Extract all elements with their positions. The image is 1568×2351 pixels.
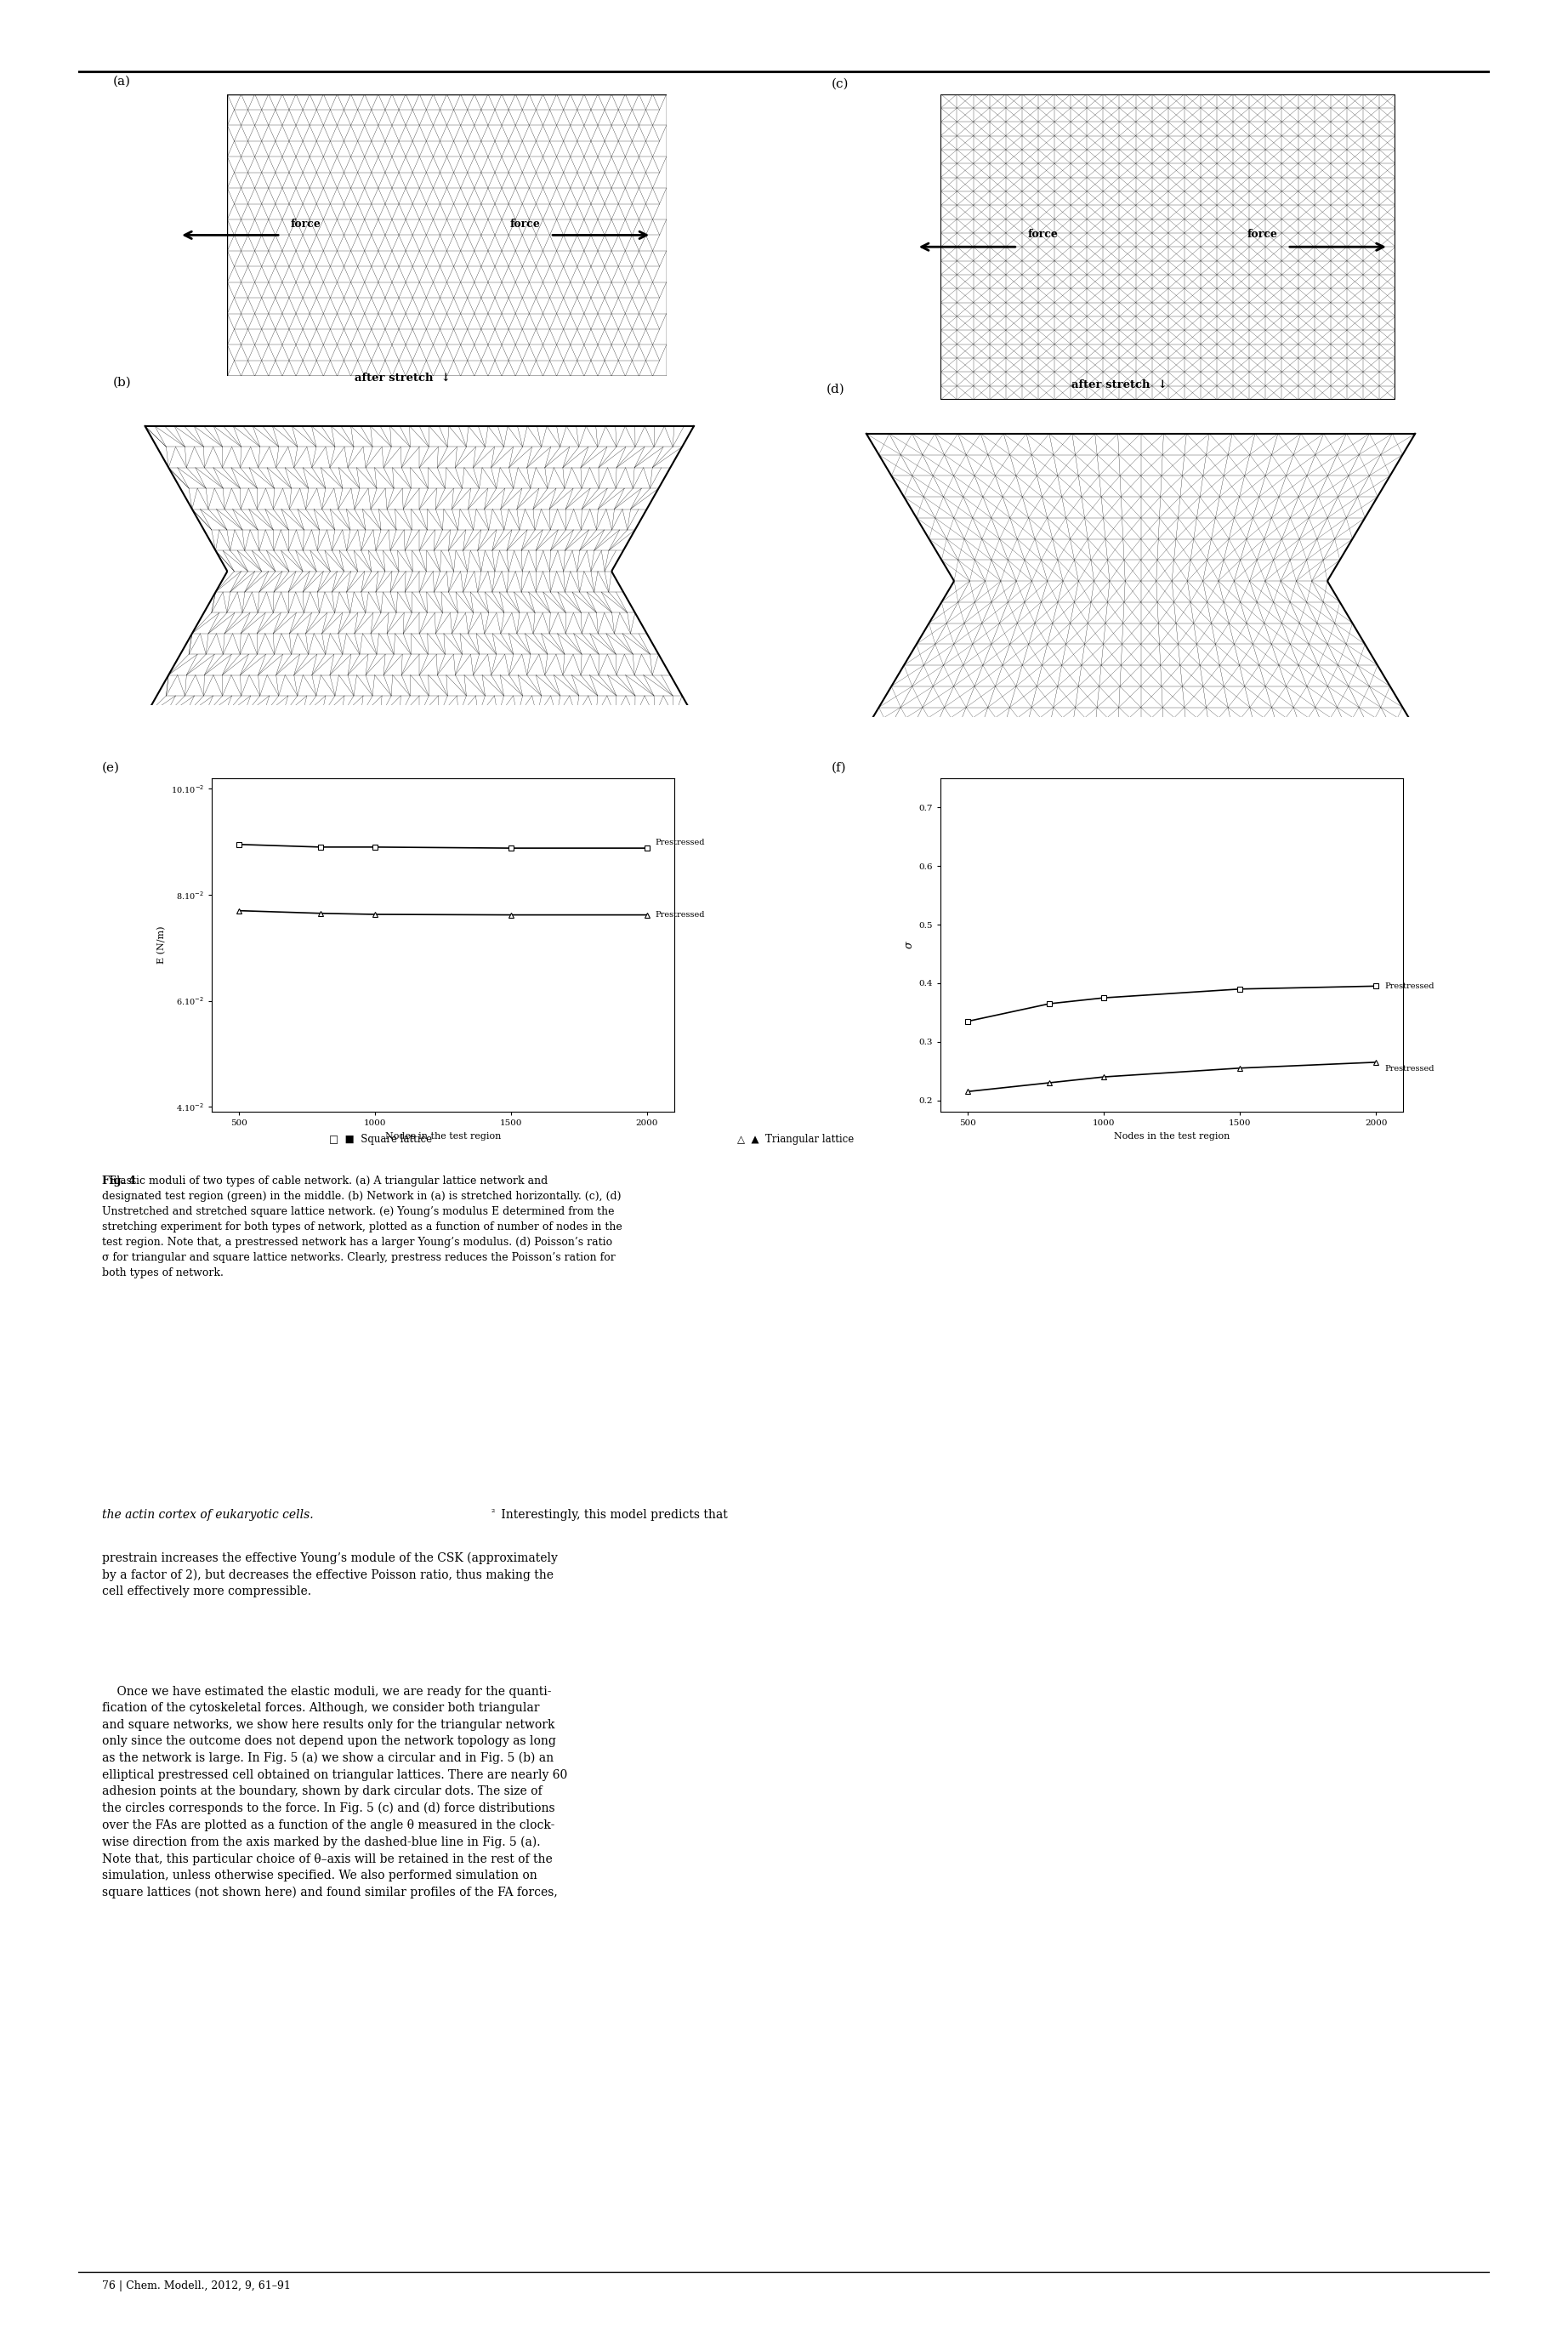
Text: prestrain increases the effective Young’s module of the CSK (approximately
by a : prestrain increases the effective Young’… (102, 1552, 558, 1599)
Text: 76 | Chem. Modell., 2012, 9, 61–91: 76 | Chem. Modell., 2012, 9, 61–91 (102, 2280, 290, 2292)
Text: Prestressed: Prestressed (1385, 1065, 1435, 1072)
Text: □  ■  Square lattice: □ ■ Square lattice (329, 1133, 433, 1145)
Text: △  ▲  Triangular lattice: △ ▲ Triangular lattice (737, 1133, 853, 1145)
Text: force: force (510, 219, 541, 230)
Text: Prestressed: Prestressed (655, 839, 706, 846)
Text: the actin cortex of eukaryotic cells.: the actin cortex of eukaryotic cells. (102, 1509, 314, 1521)
Text: Interestingly, this model predicts that: Interestingly, this model predicts that (497, 1509, 728, 1521)
Text: (d): (d) (826, 383, 845, 395)
X-axis label: Nodes in the test region: Nodes in the test region (386, 1133, 500, 1140)
Text: after stretch  ↓: after stretch ↓ (354, 371, 452, 383)
Text: Elastic moduli of two types of cable network. (a) A triangular lattice network a: Elastic moduli of two types of cable net… (102, 1176, 622, 1279)
Text: after stretch  ↓: after stretch ↓ (1071, 379, 1168, 390)
Text: force: force (290, 219, 321, 230)
Text: (f): (f) (831, 762, 847, 773)
Text: ²: ² (491, 1509, 494, 1519)
Text: Once we have estimated the elastic moduli, we are ready for the quanti-
fication: Once we have estimated the elastic modul… (102, 1686, 568, 1900)
Y-axis label: E (N/m): E (N/m) (157, 926, 166, 964)
Text: (a): (a) (113, 75, 130, 87)
Text: (c): (c) (831, 78, 848, 89)
Text: force: force (1247, 228, 1278, 240)
Text: Prestressed: Prestressed (655, 912, 706, 919)
Text: Prestressed: Prestressed (1385, 983, 1435, 990)
Text: (e): (e) (102, 762, 119, 773)
X-axis label: Nodes in the test region: Nodes in the test region (1115, 1133, 1229, 1140)
Text: (b): (b) (113, 376, 132, 388)
Text: force: force (1027, 228, 1058, 240)
Y-axis label: σ: σ (903, 940, 914, 950)
Text: Fig. 4: Fig. 4 (102, 1176, 136, 1187)
